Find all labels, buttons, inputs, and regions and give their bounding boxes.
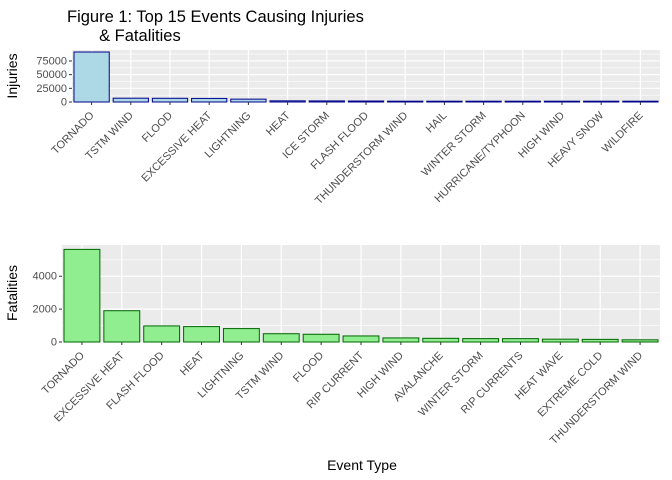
bar [103, 310, 141, 343]
x-tick-label: EXCESSIVE HEAT [52, 349, 127, 424]
x-tick-label: EXCESSIVE HEAT [139, 109, 214, 184]
figure-title: Figure 1: Top 15 Events Causing Injuries… [67, 8, 364, 46]
bar [191, 97, 228, 103]
y-tick-label: 0 [51, 337, 57, 349]
y-axis-title: Injuries [4, 53, 20, 98]
bar [73, 51, 110, 103]
bar [347, 100, 385, 103]
bar [269, 100, 306, 103]
bar [112, 97, 149, 103]
bar [382, 337, 420, 343]
bar [308, 100, 345, 103]
bar [581, 338, 619, 343]
y-tick-label: 25000 [36, 83, 67, 95]
y-tick-label: 4000 [33, 271, 57, 283]
bar [183, 326, 220, 343]
bar [541, 338, 579, 343]
figure-title-line2: & Fatalities [67, 27, 181, 45]
y-tick-label: 75000 [36, 55, 67, 67]
bar [502, 338, 539, 343]
y-tick-label: 2000 [33, 304, 57, 316]
x-tick-label: FLOOD [291, 350, 326, 385]
bar [422, 337, 460, 343]
bar [543, 100, 581, 103]
bar [222, 328, 260, 343]
y-tick-label: 0 [61, 97, 67, 109]
y-axis-title: Fatalities [4, 265, 20, 321]
x-tick-label: HEAT [264, 109, 293, 138]
bar [465, 100, 502, 103]
x-tick-label: HEAT [178, 349, 207, 378]
bar [302, 333, 340, 343]
bar [262, 333, 300, 343]
bar [230, 98, 267, 103]
bar [143, 325, 181, 343]
bar [621, 339, 659, 343]
bar [151, 97, 189, 103]
x-tick-label: WILDFIRE [600, 110, 646, 156]
bar [342, 335, 380, 343]
x-tick-label: FLOOD [140, 110, 175, 145]
figure-title-line1: Figure 1: Top 15 Events Causing Injuries [67, 8, 364, 26]
bar [583, 100, 620, 103]
bar [387, 100, 424, 103]
x-axis-title: Event Type [327, 457, 397, 473]
bar [426, 100, 463, 103]
bar [63, 248, 101, 343]
bar [462, 338, 500, 343]
bar [504, 100, 541, 103]
bar [622, 100, 659, 103]
x-tick-label: HAIL [424, 110, 450, 136]
y-tick-label: 50000 [36, 69, 67, 81]
